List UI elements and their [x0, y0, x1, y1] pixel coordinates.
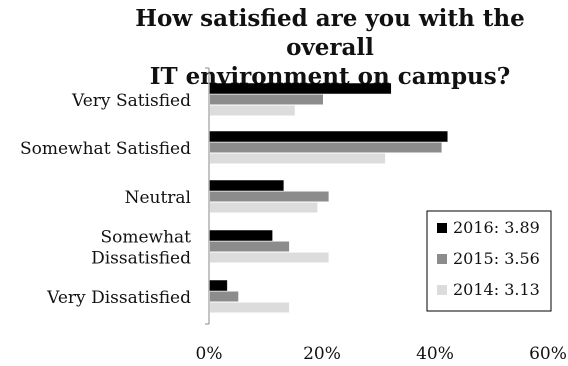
category-label: Somewhat — [100, 228, 191, 248]
legend-label-2: 2015: 3.56 — [453, 249, 540, 268]
legend-swatch-3 — [437, 285, 447, 295]
x-tick-label: 40% — [416, 344, 454, 364]
legend-box — [426, 210, 552, 312]
bar-series-2-category-1 — [210, 94, 323, 105]
bar-series-2-category-3 — [210, 191, 329, 202]
bar-series-3-category-1 — [210, 105, 295, 116]
bar-series-3-category-5 — [210, 302, 290, 313]
axes-layer — [205, 67, 210, 325]
legend-label-3: 2014: 3.13 — [453, 280, 540, 299]
legend-swatch-2 — [437, 254, 447, 264]
category-label: Very Satisfied — [71, 91, 191, 111]
legend-swatch-1 — [437, 223, 447, 233]
chart-title: How satisfied are you with the overall I… — [92, 4, 568, 91]
x-tick-label: 0% — [196, 344, 223, 364]
category-label: Very Dissatisfied — [46, 288, 191, 308]
bar-series-2-category-2 — [210, 142, 442, 153]
bar-series-3-category-2 — [210, 153, 386, 164]
category-label: Neutral — [125, 188, 191, 208]
x-tick-label: 20% — [303, 344, 341, 364]
labels-layer: 0% 20% 40% 60% Very Satisfied Somewhat Satisf… — [20, 91, 567, 364]
bar-series-1-category-4 — [209, 230, 273, 241]
bar-series-2-category-5 — [210, 291, 239, 302]
bars-layer — [209, 83, 448, 313]
bar-series-1-category-5 — [209, 280, 228, 291]
x-tick-label: 60% — [529, 344, 567, 364]
category-label: Somewhat Satisfied — [20, 139, 191, 159]
bar-series-1-category-3 — [209, 180, 284, 191]
bar-series-3-category-3 — [210, 202, 318, 213]
bar-series-3-category-4 — [210, 252, 329, 263]
bar-series-1-category-2 — [209, 131, 448, 142]
legend: 2016: 3.89 2015: 3.56 2014: 3.13 — [426, 210, 552, 312]
chart-title-line-1: How satisfied are you with the overall — [135, 5, 525, 61]
bar-series-2-category-4 — [210, 241, 290, 252]
bar-series-1-category-1 — [209, 83, 392, 94]
legend-label-1: 2016: 3.89 — [453, 218, 540, 237]
category-label: Dissatisfied — [91, 249, 191, 269]
